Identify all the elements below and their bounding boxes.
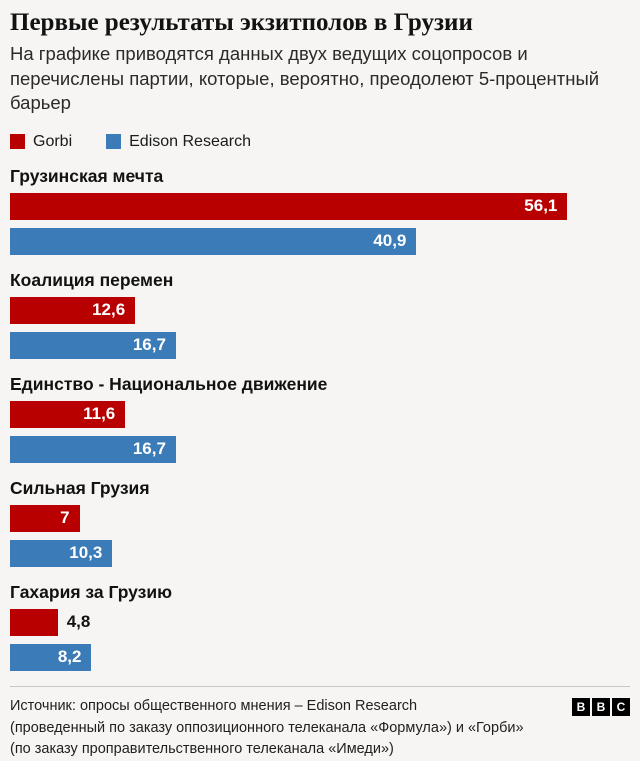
bar-row: 56,1 [10, 192, 630, 220]
chart-group: Сильная Грузия 7 10,3 [10, 478, 630, 567]
bar-edison-research: 16,7 [10, 331, 176, 359]
chart: Грузинская мечта 56,1 40,9 Коалиция перемен… [10, 166, 630, 671]
source-line: (проведенный по заказу оппозиционного те… [10, 719, 524, 736]
page: Первые результаты экзитполов в Грузии На… [10, 9, 630, 671]
bar-row: 11,6 [10, 400, 630, 428]
bar-edison-research: 10,3 [10, 539, 113, 567]
footer: Источник: опросы общественного мнения – … [10, 685, 630, 761]
bbc-logo-letter: C [612, 697, 630, 716]
legend-label: Gorbi [33, 132, 73, 150]
value-label: 8,2 [57, 647, 82, 667]
value-label: 4,8 [66, 612, 91, 632]
bbc-logo: B B C [572, 697, 630, 716]
bar-row: 8,2 [10, 643, 630, 671]
value-label: 16,7 [132, 335, 166, 355]
bar-row: 16,7 [10, 435, 630, 463]
bar-edison-research: 40,9 [10, 227, 417, 255]
bbc-logo-letter: B [572, 697, 590, 716]
source-line: (по заказу проправительственного телекан… [10, 741, 394, 758]
bar-edison-research: 8,2 [10, 643, 92, 671]
bar-gorbi: 12,6 [10, 296, 136, 324]
chart-group: Единство - Национальное движение 11,6 16,7 [10, 374, 630, 463]
value-label: 11,6 [83, 404, 116, 424]
legend-item: Gorbi [10, 133, 72, 151]
value-label: 16,7 [132, 439, 166, 459]
bar-row: 10,3 [10, 539, 630, 567]
bar-row: 12,6 [10, 296, 630, 324]
bar-gorbi [10, 608, 58, 636]
bar-edison-research: 16,7 [10, 435, 176, 463]
category-label: Единство - Национальное движение [10, 373, 328, 394]
source-line: Источник: опросы общественного мнения – … [10, 697, 418, 714]
category-label: Сильная Грузия [10, 477, 150, 498]
category-label: Гахария за Грузию [10, 581, 173, 602]
bar-row: 7 [10, 504, 630, 532]
chart-legend: Gorbi Edison Research [10, 133, 630, 151]
page-subtitle: На графике приводятся данных двух ведущи… [10, 43, 600, 114]
bar-row: 16,7 [10, 331, 630, 359]
legend-item: Edison Research [106, 133, 251, 151]
chart-group: Гахария за Грузию 4,8 8,2 [10, 582, 630, 671]
bar-row: 40,9 [10, 227, 630, 255]
bar-gorbi: 7 [10, 504, 80, 532]
value-label: 40,9 [373, 231, 407, 251]
legend-label: Edison Research [129, 132, 251, 150]
chart-group: Грузинская мечта 56,1 40,9 [10, 166, 630, 255]
bar-gorbi: 56,1 [10, 192, 568, 220]
chart-group: Коалиция перемен 12,6 16,7 [10, 270, 630, 359]
legend-swatch [10, 134, 25, 150]
bbc-logo-letter: B [592, 697, 610, 716]
value-label: 12,6 [92, 300, 126, 320]
category-label: Грузинская мечта [10, 165, 164, 186]
page-title: Первые результаты экзитполов в Грузии [10, 9, 473, 36]
source-text: Источник: опросы общественного мнения – … [10, 696, 550, 761]
bar-row: 4,8 [10, 608, 630, 636]
legend-swatch [106, 134, 122, 150]
bar-gorbi: 11,6 [10, 400, 126, 428]
category-label: Коалиция перемен [10, 269, 174, 290]
value-label: 10,3 [69, 543, 103, 563]
value-label: 7 [60, 508, 70, 528]
value-label: 56,1 [524, 196, 558, 216]
